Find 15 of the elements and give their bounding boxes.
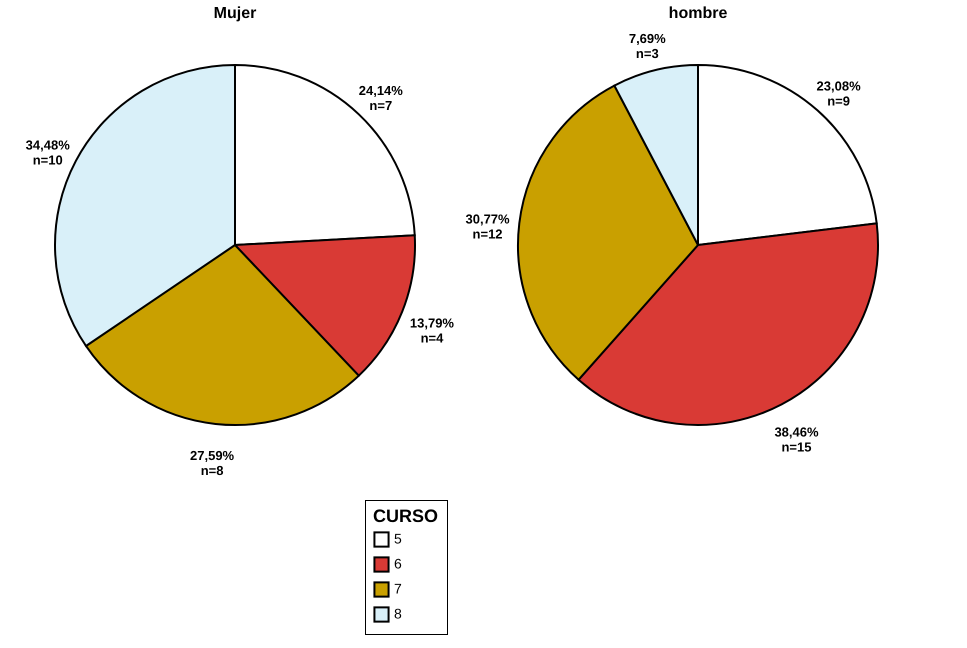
legend-label: 6	[394, 556, 402, 572]
legend-label: 7	[394, 580, 402, 596]
chart-title: hombre	[668, 5, 728, 22]
data-label: 38,46% n=15	[774, 424, 819, 455]
data-label: 24,14% n=7	[358, 83, 404, 114]
legend-label: 5	[394, 530, 402, 546]
data-label: 27,59% n=8	[190, 448, 235, 478]
data-label: 30,77% n=12	[466, 211, 510, 242]
legend-label: 8	[394, 606, 402, 622]
data-label: 34,48% n=10	[26, 138, 70, 168]
data-label: 7,69% n=3	[628, 31, 666, 62]
data-label: 23,08% n=9	[816, 78, 862, 108]
legend-title: CURSO	[373, 506, 438, 526]
chart-title: Mujer	[214, 5, 256, 22]
data-label: 13,79% n=4	[410, 315, 454, 346]
